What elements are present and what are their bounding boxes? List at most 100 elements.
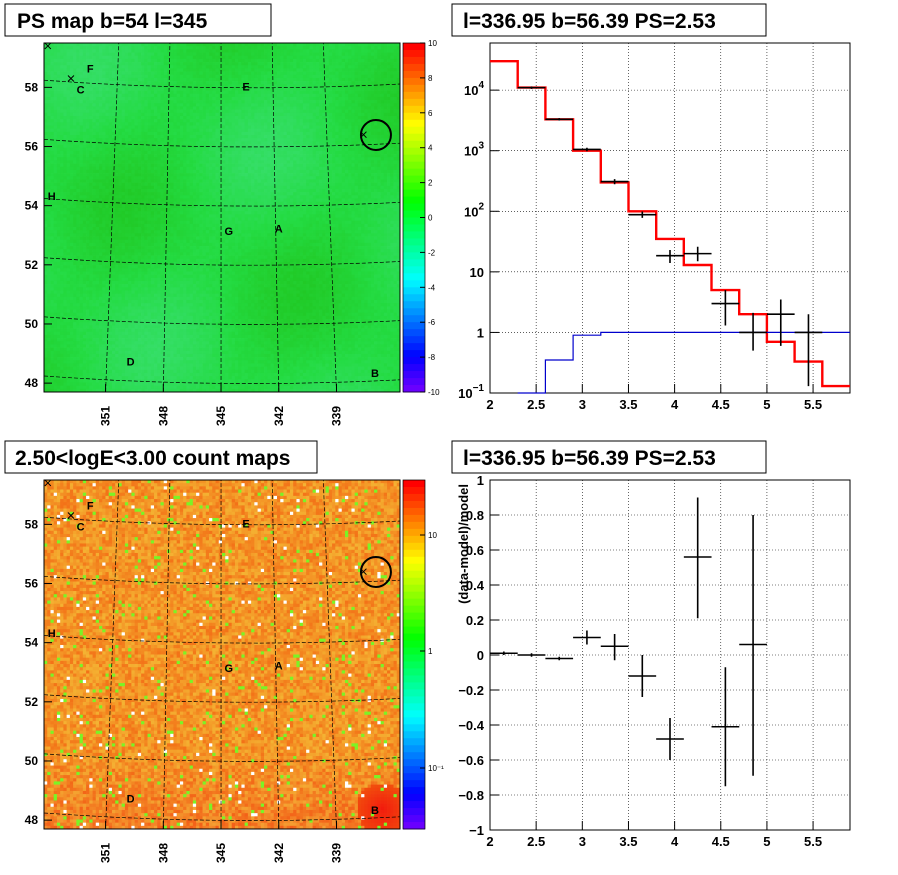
map-cell bbox=[89, 217, 93, 222]
map-cell bbox=[92, 160, 97, 164]
map-cell bbox=[47, 246, 51, 250]
map-cell bbox=[92, 119, 97, 123]
map-cell bbox=[99, 388, 103, 393]
map-cell bbox=[44, 192, 48, 196]
map-cell bbox=[47, 207, 51, 212]
map-cell bbox=[128, 84, 132, 88]
map-cell bbox=[141, 296, 145, 301]
map-cell bbox=[56, 192, 61, 196]
map-cell bbox=[111, 81, 116, 85]
map-cell bbox=[186, 217, 190, 222]
map-cell bbox=[176, 214, 181, 218]
map-cell bbox=[173, 62, 178, 66]
map-cell bbox=[150, 49, 155, 53]
map-cell bbox=[176, 357, 181, 361]
map-cell bbox=[179, 287, 184, 291]
map-cell bbox=[121, 290, 126, 294]
map-cell bbox=[144, 195, 148, 199]
map-cell bbox=[176, 277, 181, 282]
map-cell bbox=[176, 62, 181, 66]
map-cell bbox=[137, 325, 142, 329]
map-cell bbox=[53, 227, 58, 231]
map-cell bbox=[82, 255, 87, 260]
map-cell bbox=[66, 331, 71, 336]
map-cell bbox=[166, 363, 171, 367]
map-cell bbox=[166, 239, 171, 244]
map-cell bbox=[47, 93, 51, 98]
map-cell bbox=[69, 109, 74, 114]
map-cell bbox=[166, 173, 171, 177]
map-cell bbox=[47, 227, 51, 231]
map-cell bbox=[128, 261, 132, 266]
map-cell bbox=[150, 233, 155, 237]
map-cell bbox=[179, 382, 184, 386]
map-cell bbox=[160, 382, 165, 386]
map-cell bbox=[121, 138, 126, 142]
map-cell bbox=[82, 173, 87, 177]
map-cell bbox=[111, 109, 116, 114]
map-cell bbox=[102, 230, 106, 234]
map-cell bbox=[150, 157, 155, 161]
map-cell bbox=[47, 344, 51, 348]
map-cell bbox=[147, 239, 152, 244]
map-cell bbox=[82, 87, 87, 91]
map-cell bbox=[53, 154, 58, 158]
map-cell bbox=[186, 106, 190, 110]
map-cell bbox=[66, 68, 71, 72]
map-cell bbox=[79, 46, 84, 50]
map-cell bbox=[131, 96, 135, 101]
map-cell bbox=[160, 109, 165, 114]
map-cell bbox=[179, 306, 184, 310]
map-cell bbox=[79, 195, 84, 199]
map-cell bbox=[144, 360, 148, 364]
map-cell bbox=[137, 227, 142, 231]
map-cell bbox=[121, 211, 126, 215]
map-cell bbox=[166, 96, 171, 101]
map-cell bbox=[166, 299, 171, 304]
map-cell bbox=[189, 106, 194, 110]
map-cell bbox=[144, 214, 148, 218]
map-cell bbox=[47, 131, 51, 136]
map-cell bbox=[108, 81, 113, 85]
map-cell bbox=[86, 239, 90, 244]
map-cell bbox=[69, 331, 74, 336]
map-cell bbox=[66, 303, 71, 307]
map-cell bbox=[53, 144, 58, 149]
map-cell bbox=[53, 179, 58, 183]
map-cell bbox=[50, 328, 55, 333]
map-cell bbox=[56, 350, 61, 355]
map-cell bbox=[157, 55, 161, 60]
map-cell bbox=[108, 214, 113, 218]
map-cell bbox=[66, 179, 71, 183]
map-cell bbox=[163, 306, 168, 310]
map-cell bbox=[79, 353, 84, 358]
map-cell bbox=[124, 319, 129, 323]
map-cell bbox=[176, 119, 181, 123]
map-cell bbox=[121, 233, 126, 237]
map-cell bbox=[121, 112, 126, 117]
map-cell bbox=[105, 115, 110, 120]
map-cell bbox=[73, 122, 77, 126]
map-cell bbox=[154, 357, 158, 361]
map-cell bbox=[183, 293, 187, 298]
map-cell bbox=[154, 55, 158, 60]
map-cell bbox=[47, 360, 51, 364]
map-cell bbox=[50, 280, 55, 285]
map-cell bbox=[89, 84, 93, 88]
map-cell bbox=[170, 169, 174, 174]
map-cell bbox=[144, 338, 148, 342]
map-cell bbox=[79, 144, 84, 149]
map-cell bbox=[95, 274, 100, 279]
map-cell bbox=[179, 188, 184, 193]
map-cell bbox=[99, 112, 103, 117]
map-cell bbox=[111, 357, 116, 361]
map-cell bbox=[147, 369, 152, 374]
map-cell bbox=[111, 284, 116, 288]
map-cell bbox=[44, 179, 48, 183]
map-cell bbox=[166, 249, 171, 253]
map-cell bbox=[86, 201, 90, 206]
map-cell bbox=[157, 230, 161, 234]
map-cell bbox=[44, 131, 48, 136]
map-cell bbox=[131, 239, 135, 244]
map-cell bbox=[73, 188, 77, 193]
